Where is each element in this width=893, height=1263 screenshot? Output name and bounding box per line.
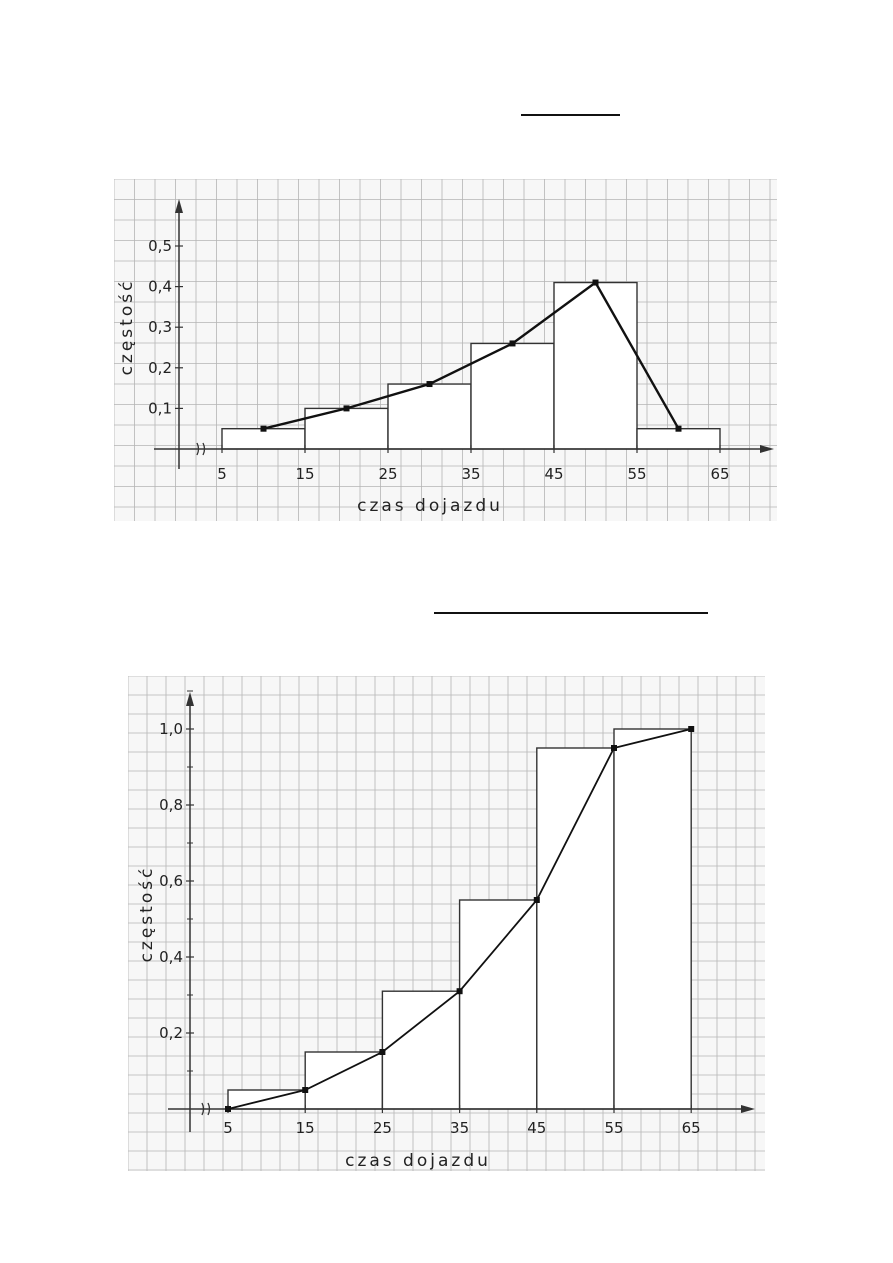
cumulative-x-axis-arrow <box>741 1105 755 1113</box>
cumulative-bar <box>381 990 461 1110</box>
cumulative-x-tick-label: 55 <box>604 1119 623 1137</box>
cumulative-series-point <box>688 726 695 732</box>
histogram-series-point <box>426 381 433 388</box>
cumulative-y-axis-title: częstość <box>137 866 157 963</box>
cumulative-x-tick-label: 5 <box>223 1119 233 1137</box>
grid <box>114 179 777 521</box>
cumulative-bar <box>458 899 538 1110</box>
histogram-bar <box>470 342 555 450</box>
cumulative-series-point <box>533 897 540 903</box>
histogram-series-line <box>263 280 680 430</box>
cumulative-x-tick-label: 65 <box>682 1119 701 1137</box>
histogram-y-axis-title: częstość <box>117 279 137 376</box>
cumulative-series-point <box>379 1049 386 1055</box>
histogram-x-tick-label: 65 <box>710 465 729 483</box>
cumulative-x-tick-label: 45 <box>527 1119 546 1137</box>
histogram-y-tick-label: 0,2 <box>148 359 172 377</box>
cumulative-series-point <box>302 1087 309 1093</box>
cumulative-series-point <box>225 1106 231 1112</box>
cumulative-y-axis-arrow <box>186 692 194 706</box>
histogram-x-tick-label: 5 <box>217 465 227 483</box>
cumulative-series-point <box>611 745 617 751</box>
histogram-x-tick-label: 15 <box>295 465 314 483</box>
chart2-title-underline <box>434 612 708 614</box>
cumulative-bar <box>536 747 615 1110</box>
cumulative-bar <box>304 1051 384 1110</box>
histogram-y-tick-label: 0,5 <box>148 237 172 255</box>
histogram-series-point <box>343 405 350 412</box>
cumulative-series-point <box>456 988 463 995</box>
cumulative-x-tick-label: 25 <box>373 1119 392 1137</box>
histogram-y-tick-label: 0,3 <box>148 318 172 336</box>
histogram-series-point <box>675 425 682 432</box>
histogram-series-point <box>509 340 516 347</box>
cumulative-x-tick-label: 15 <box>296 1119 315 1137</box>
cumulative-svg: 5 15 25 35 45 55 65 0,2 0,4 0,6 0,8 1,0 czas dojazdu… <box>128 676 765 1171</box>
histogram-x-tick-label: 35 <box>461 465 480 483</box>
histogram-bar <box>553 281 638 450</box>
cumulative-x-tick-label: 35 <box>450 1119 469 1137</box>
histogram-series-point <box>260 425 267 432</box>
histogram-x-axis-title: czas dojazdu <box>357 496 503 516</box>
histogram-x-tick-label: 45 <box>544 465 563 483</box>
histogram-x-tick-label: 55 <box>627 465 646 483</box>
histogram-y-tick-label: 0,1 <box>148 399 172 417</box>
histogram-svg: 5 15 25 35 45 55 65 0,1 0,2 0,3 0,4 0,5 czas dojazdu… <box>114 179 777 521</box>
cumulative-y-tick-label: 0,2 <box>159 1024 183 1042</box>
cumulative-chart: 5 15 25 35 45 55 65 0,2 0,4 0,6 0,8 1,0 czas dojazdu… <box>128 676 765 1171</box>
histogram-x-tick-label: 25 <box>378 465 397 483</box>
histogram-y-axis-arrow <box>175 199 183 213</box>
cumulative-y-tick-label: 1,0 <box>159 720 183 738</box>
histogram-bar <box>636 427 721 450</box>
histogram-bar <box>221 427 306 450</box>
histogram-y-tick-label: 0,4 <box>148 278 172 296</box>
histogram-series-point <box>592 279 599 286</box>
histogram-axis-break <box>196 442 206 456</box>
cumulative-y-tick-label: 0,4 <box>159 948 183 966</box>
cumulative-axis-break <box>201 1102 211 1116</box>
histogram-chart: 5 15 25 35 45 55 65 0,1 0,2 0,3 0,4 0,5 czas dojazdu… <box>114 179 777 521</box>
cumulative-bar <box>613 728 692 1110</box>
cumulative-y-tick-label: 0,8 <box>159 796 183 814</box>
grid-background <box>114 179 777 521</box>
cumulative-y-tick-label: 0,6 <box>159 872 183 890</box>
cumulative-x-axis-title: czas dojazdu <box>345 1151 491 1171</box>
histogram-x-axis-arrow <box>760 445 774 453</box>
chart1-title-underline <box>521 114 620 116</box>
